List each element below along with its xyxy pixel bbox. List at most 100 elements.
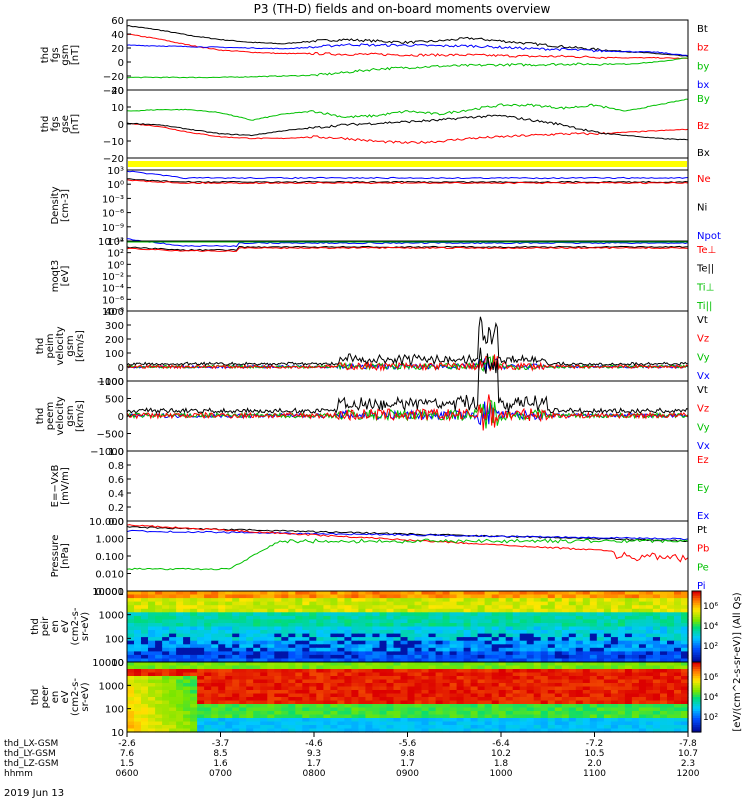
spec-cell — [330, 679, 338, 684]
spec-cell — [491, 608, 500, 613]
spec-cell — [603, 591, 612, 596]
panel-frame — [126, 240, 689, 312]
spec-cell — [547, 714, 556, 719]
spec-cell — [617, 679, 626, 684]
spec-cell — [442, 647, 451, 652]
spec-cell — [239, 711, 247, 716]
spec-cell — [260, 640, 268, 645]
spec-cell — [211, 644, 219, 649]
spec-cell — [512, 658, 521, 663]
spec-cell — [232, 662, 240, 667]
spec-cell — [505, 711, 514, 716]
spec-cell — [337, 693, 345, 698]
spec-cell — [204, 644, 212, 649]
spec-cell — [421, 630, 430, 635]
spec-cell — [295, 608, 303, 613]
spec-cell — [660, 672, 668, 677]
spec-cell — [681, 676, 689, 681]
spec-cell — [267, 690, 275, 695]
spec-cell — [141, 679, 149, 684]
spec-cell — [505, 644, 514, 649]
spec-cell — [407, 640, 416, 645]
spec-cell — [631, 608, 640, 613]
spec-cell — [267, 626, 275, 631]
spec-cell — [302, 623, 310, 628]
spec-cell — [155, 704, 163, 709]
spec-cell — [526, 591, 535, 596]
spec-cell — [589, 658, 598, 663]
spec-cell — [421, 654, 430, 659]
spec-cell — [155, 601, 163, 606]
spec-cell — [463, 619, 472, 624]
spec-cell — [183, 626, 191, 631]
spec-cell — [554, 711, 563, 716]
spec-cell — [246, 637, 254, 642]
tick-label: 0.4 — [108, 489, 124, 500]
spec-cell — [505, 612, 514, 617]
tick-label: 10⁻⁹ — [102, 223, 124, 234]
spec-cell — [274, 697, 282, 702]
spec-cell — [540, 612, 549, 617]
spec-cell — [449, 626, 458, 631]
spec-cell — [162, 623, 170, 628]
spec-cell — [652, 619, 661, 624]
spec-cell — [169, 647, 177, 652]
spec-cell — [274, 619, 282, 624]
colorbar-label-text: [eV/(cm^2-s-sr-eV)] (All Qs) — [732, 592, 743, 731]
spec-cell — [148, 591, 156, 596]
colorbar-cell — [692, 643, 701, 647]
spec-cell — [477, 615, 486, 620]
spec-cell — [211, 640, 219, 645]
legend-Vt: Vt — [697, 315, 708, 326]
spec-cell — [281, 690, 289, 695]
spec-cell — [169, 630, 177, 635]
spec-cell — [281, 711, 289, 716]
spec-cell — [435, 707, 444, 712]
y-label-moms-t: moqt3 [eV] — [50, 260, 71, 293]
colorbar-cell — [692, 631, 701, 635]
spec-cell — [603, 647, 612, 652]
spec-cell — [155, 714, 163, 719]
spec-cell — [589, 637, 598, 642]
spec-cell — [351, 725, 359, 730]
spec-cell — [526, 651, 535, 656]
spec-cell — [498, 651, 507, 656]
spec-cell — [491, 697, 500, 702]
spec-cell — [134, 644, 142, 649]
spec-cell — [162, 676, 170, 681]
spec-cell — [365, 633, 373, 638]
spec-cell — [568, 654, 577, 659]
spec-cell — [582, 728, 591, 733]
spec-cell — [645, 594, 654, 599]
spec-cell — [169, 594, 177, 599]
spec-cell — [505, 637, 514, 642]
spec-cell — [295, 626, 303, 631]
spec-cell — [267, 605, 275, 610]
spec-cell — [316, 721, 324, 726]
spec-cell — [477, 612, 486, 617]
tick-label: 10 — [111, 658, 124, 669]
spec-cell — [386, 612, 395, 617]
spec-cell — [470, 721, 479, 726]
spec-cell — [589, 679, 598, 684]
spec-cell — [667, 630, 675, 635]
spec-cell — [337, 690, 345, 695]
spec-cell — [582, 626, 591, 631]
spec-cell — [435, 662, 444, 667]
spec-cell — [134, 654, 142, 659]
spec-cell — [407, 623, 416, 628]
spec-cell — [281, 619, 289, 624]
spec-cell — [624, 679, 633, 684]
spec-cell — [239, 651, 247, 656]
spec-cell — [358, 707, 366, 712]
spec-cell — [638, 598, 647, 603]
spec-cell — [316, 658, 324, 663]
spec-cell — [218, 591, 226, 596]
spec-cell — [127, 637, 135, 642]
spec-cell — [274, 665, 282, 670]
spec-cell — [631, 714, 640, 719]
spec-cell — [246, 690, 254, 695]
spec-cell — [239, 718, 247, 723]
spec-cell — [449, 707, 458, 712]
series-Bt — [126, 24, 689, 57]
